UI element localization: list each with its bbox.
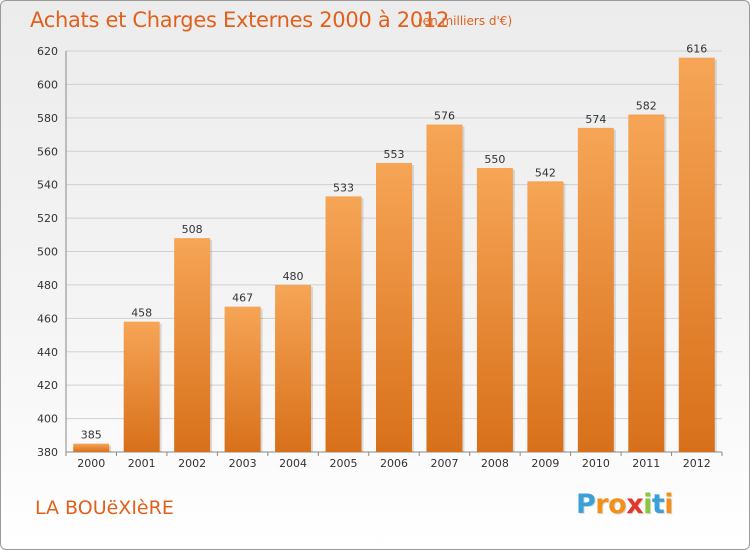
y-tick-label: 540 xyxy=(37,179,58,192)
bar xyxy=(73,443,110,452)
data-label: 582 xyxy=(636,99,657,112)
logo-letter: r xyxy=(595,489,609,520)
x-tick-label: 2004 xyxy=(279,457,307,470)
y-tick-label: 600 xyxy=(37,78,58,91)
bar xyxy=(628,114,665,452)
data-label: 542 xyxy=(535,166,556,179)
y-tick-label: 560 xyxy=(37,145,58,158)
bar xyxy=(275,284,312,452)
x-tick-label: 2007 xyxy=(430,457,458,470)
x-tick-label: 2001 xyxy=(128,457,156,470)
bar xyxy=(224,306,261,452)
chart-subtitle: (en milliers d'€) xyxy=(418,14,513,28)
bar xyxy=(174,238,211,452)
bar xyxy=(678,57,715,452)
logo-letter: t xyxy=(651,489,665,520)
bar xyxy=(476,167,513,453)
data-label: 533 xyxy=(333,181,354,194)
y-tick-label: 500 xyxy=(37,246,58,259)
x-tick-label: 2003 xyxy=(229,457,257,470)
x-tick-label: 2012 xyxy=(683,457,711,470)
logo-letter: x xyxy=(626,489,644,520)
chart-title: Achats et Charges Externes 2000 à 2012 xyxy=(30,8,450,32)
x-tick-label: 2011 xyxy=(632,457,660,470)
data-label: 467 xyxy=(232,292,253,305)
data-label: 576 xyxy=(434,110,455,123)
data-label: 616 xyxy=(686,43,707,56)
bar xyxy=(325,196,362,452)
bar xyxy=(577,127,614,452)
data-label: 385 xyxy=(81,429,102,442)
bar xyxy=(426,124,463,453)
y-tick-label: 620 xyxy=(37,45,58,58)
data-label: 458 xyxy=(131,307,152,320)
bar xyxy=(527,181,564,452)
x-tick-label: 2009 xyxy=(531,457,559,470)
data-label: 574 xyxy=(585,113,606,126)
proxiti-logo[interactable]: Proxiti xyxy=(576,489,674,520)
value-labels: 385 458 508 467 480 533 553 576 550 542 574 582 616 xyxy=(81,43,708,442)
x-tick-label: 2000 xyxy=(77,457,105,470)
logo-letter: o xyxy=(608,489,627,520)
y-tick-label: 420 xyxy=(37,379,58,392)
x-tick-label: 2010 xyxy=(582,457,610,470)
data-label: 553 xyxy=(384,148,405,161)
logo-letter: i xyxy=(643,489,652,520)
logo-letter: P xyxy=(576,489,596,520)
y-tick-label: 520 xyxy=(37,212,58,225)
data-label: 550 xyxy=(484,153,505,166)
x-tick-label: 2006 xyxy=(380,457,408,470)
y-tick-label: 380 xyxy=(37,446,58,459)
data-label: 508 xyxy=(182,223,203,236)
bars xyxy=(73,57,717,453)
y-tick-label: 580 xyxy=(37,112,58,125)
town-name: LA BOUëXIèRE xyxy=(35,497,174,519)
y-tick-label: 480 xyxy=(37,279,58,292)
x-tick-label: 2002 xyxy=(178,457,206,470)
data-label: 480 xyxy=(283,270,304,283)
y-tick-label: 400 xyxy=(37,413,58,426)
bar xyxy=(376,162,412,452)
y-tick-label: 460 xyxy=(37,312,58,325)
x-tick-label: 2005 xyxy=(330,457,358,470)
x-tick-label: 2008 xyxy=(481,457,509,470)
bar xyxy=(123,321,160,452)
y-tick-label: 440 xyxy=(37,346,58,359)
logo-letter: i xyxy=(664,489,674,520)
